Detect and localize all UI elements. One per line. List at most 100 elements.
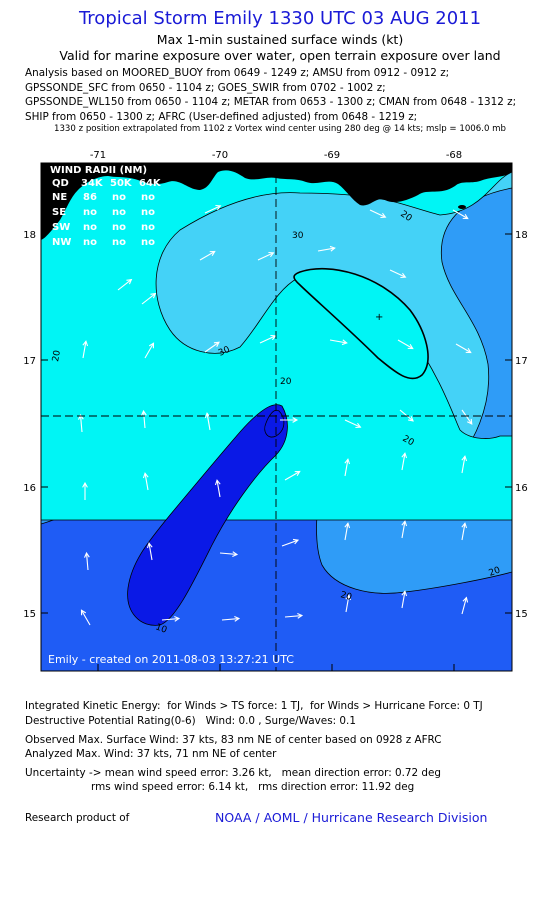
wind-radii-value: no xyxy=(83,237,97,248)
wind-radii-col: 50K xyxy=(110,178,133,189)
analysis-line: SHIP from 0650 - 1300 z; AFRC (User-defi… xyxy=(25,110,418,123)
analysis-line: GPSSONDE_SFC from 0650 - 1104 z; GOES_SW… xyxy=(25,81,386,94)
wind-vector-arrow xyxy=(461,409,473,425)
contour-label: 30 xyxy=(217,345,232,359)
wind-vector-arrow xyxy=(455,343,472,354)
wind-vector-arrow xyxy=(80,609,91,626)
wind-radii-quadrant: NE xyxy=(52,192,67,203)
wind-vector-arrow xyxy=(461,455,468,474)
latitude-ticks-left: 18 17 16 15 xyxy=(23,230,36,620)
wind-radii-value: no xyxy=(83,222,97,233)
wind-vector-arrow xyxy=(280,417,299,423)
lon-tick-label: -69 xyxy=(324,150,340,161)
hispaniola-land xyxy=(41,163,512,240)
lat-tick-label: 15 xyxy=(515,609,528,620)
contour-label: 20 xyxy=(339,590,353,603)
wind-vector-arrow xyxy=(389,269,407,279)
analyzed-max-wind: Analyzed Max. Wind: 37 kts, 71 nm NE of … xyxy=(25,748,277,760)
wind-vector-arrow xyxy=(401,590,408,609)
wind-vector-arrow xyxy=(344,419,362,429)
analysis-sources: Analysis based on MOORED_BUOY from 0649 … xyxy=(25,66,516,124)
wind-vector-arrow xyxy=(317,245,336,252)
contour-label: 20 xyxy=(51,349,63,362)
wind-vector-arrow xyxy=(214,479,221,498)
wind-field-map: 20 30 20 20 30 20 20 20 10 + -71 -70 -69… xyxy=(23,150,528,672)
page-title: Tropical Storm Emily 1330 UTC 03 AUG 201… xyxy=(78,8,482,29)
band-inner-low xyxy=(127,404,288,626)
wind-vector-arrow xyxy=(82,481,88,500)
ike-line: Integrated Kinetic Energy: for Winds > T… xyxy=(25,700,483,712)
wind-vector-arrow xyxy=(259,334,277,344)
wind-radii-table: WIND RADII (NM) QD 34K 50K 64K NE 86 no … xyxy=(50,165,162,248)
contour-label: 30 xyxy=(292,231,304,241)
lat-tick-label: 15 xyxy=(23,609,36,620)
lat-tick-label: 18 xyxy=(23,230,36,241)
band-ge34kt xyxy=(41,163,512,521)
wind-radii-quadrant: NW xyxy=(52,237,71,248)
wind-radii-value: no xyxy=(83,207,97,218)
wind-radii-header: WIND RADII (NM) xyxy=(50,165,147,176)
wind-vector-arrow xyxy=(257,251,275,261)
wind-vector-arrow xyxy=(345,594,352,613)
uncertainty-line-2: rms wind speed error: 6.14 kt, rms direc… xyxy=(25,781,415,793)
wind-radii-value: no xyxy=(112,207,126,218)
wind-radii-quadrant: SW xyxy=(52,222,70,233)
wind-radii-value: no xyxy=(112,237,126,248)
subtitle-validity: Valid for marine exposure over water, op… xyxy=(59,48,501,63)
map-credit: Emily - created on 2011-08-03 13:27:21 U… xyxy=(48,653,294,666)
wind-vector-arrow xyxy=(344,522,351,541)
wind-vector-arrow xyxy=(461,522,468,541)
wind-vector-arrow xyxy=(142,472,149,491)
wind-vector-arrow xyxy=(78,413,84,433)
wind-vector-arrow xyxy=(344,458,351,477)
tick-marks xyxy=(41,163,512,671)
wind-radii-col: QD xyxy=(52,178,69,189)
lat-tick-label: 17 xyxy=(515,356,528,367)
lat-tick-label: 17 xyxy=(23,356,36,367)
wind-vector-arrow xyxy=(369,209,387,219)
wind-vectors xyxy=(78,204,473,626)
wind-vector-arrow xyxy=(144,342,155,359)
wind-radii-value: 86 xyxy=(83,192,97,203)
wind-vector-arrow xyxy=(204,204,222,214)
band-center-calm xyxy=(264,409,285,438)
wind-vector-arrow xyxy=(452,209,469,220)
wind-radii-col: 34K xyxy=(81,178,104,189)
wind-vector-arrow xyxy=(461,596,469,615)
lat-tick-label: 16 xyxy=(515,483,528,494)
band-max-core xyxy=(293,267,429,380)
wind-radii-value: no xyxy=(141,222,155,233)
wind-vector-arrow xyxy=(84,551,90,571)
research-product-label: Research product of xyxy=(25,812,130,824)
plot-area: 20 30 20 20 30 20 20 20 10 + xyxy=(41,163,512,671)
wind-vector-arrow xyxy=(141,409,147,429)
wind-vector-arrow xyxy=(204,341,220,353)
wind-vector-arrow xyxy=(141,292,157,305)
latitude-ticks-right: 18 17 16 15 xyxy=(515,230,528,620)
wind-radii-value: no xyxy=(141,207,155,218)
observed-max-wind: Observed Max. Surface Wind: 37 kts, 83 n… xyxy=(25,734,442,746)
wind-radii-col: 64K xyxy=(139,178,162,189)
wind-vector-arrow xyxy=(161,616,181,622)
noaa-credit: NOAA / AOML / Hurricane Research Divisio… xyxy=(215,810,488,825)
wind-vector-arrow xyxy=(284,613,304,619)
wind-radii-quadrant: SE xyxy=(52,207,66,218)
wind-radii-value: no xyxy=(112,192,126,203)
small-island xyxy=(458,205,466,209)
lat-tick-label: 16 xyxy=(23,483,36,494)
wind-vector-arrow xyxy=(329,339,348,346)
wind-vector-arrow xyxy=(401,452,408,471)
wind-vector-arrow xyxy=(146,542,153,561)
position-note: 1330 z position extrapolated from 1102 z… xyxy=(54,124,506,134)
wind-vector-arrow xyxy=(397,339,414,350)
contour-label: 10 xyxy=(154,622,168,635)
contour-label: 20 xyxy=(488,565,502,578)
wind-vector-arrow xyxy=(284,470,301,481)
wind-vector-arrow xyxy=(281,538,300,547)
lon-tick-label: -70 xyxy=(212,150,228,161)
analysis-line: Analysis based on MOORED_BUOY from 0649 … xyxy=(25,67,450,79)
wind-vector-arrow xyxy=(221,616,241,622)
lon-tick-label: -68 xyxy=(446,150,462,161)
contour-label: 20 xyxy=(280,377,292,387)
wind-vector-arrow xyxy=(219,551,239,557)
